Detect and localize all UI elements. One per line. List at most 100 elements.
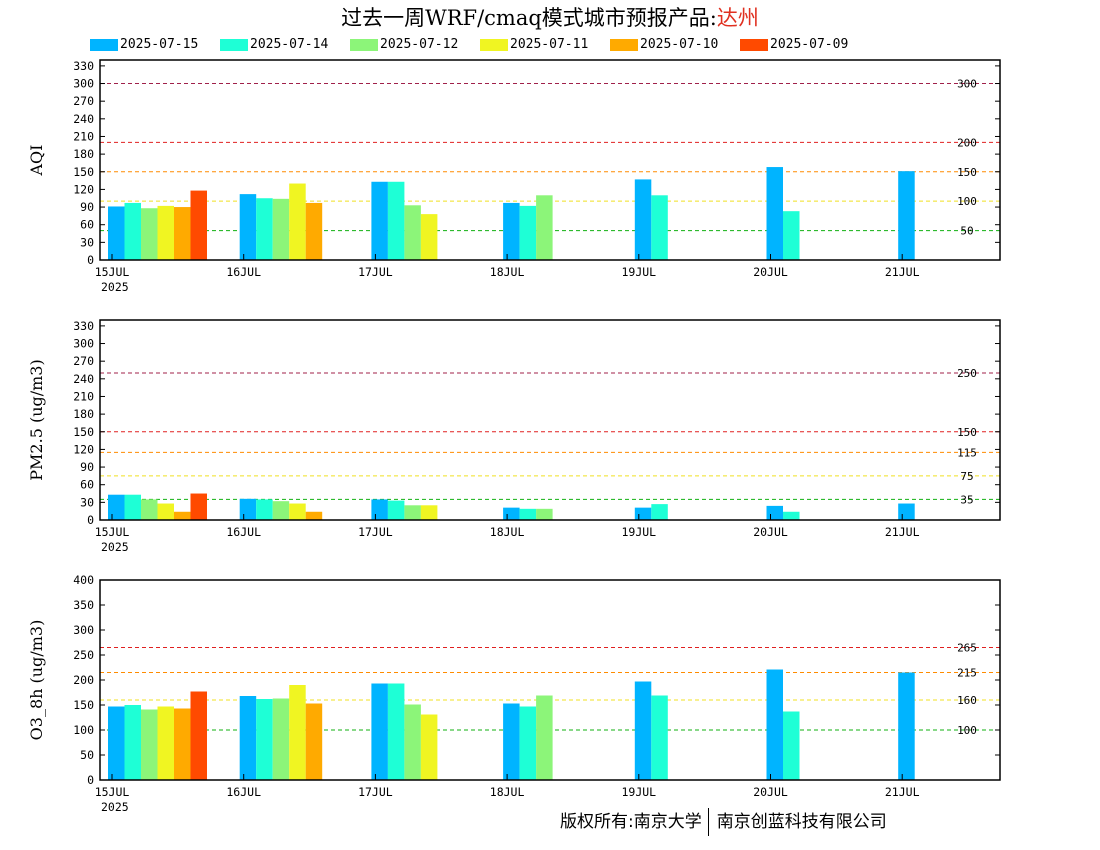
bar (503, 507, 520, 520)
y-tick-label: 350 (73, 598, 94, 612)
y-tick-label: 210 (73, 389, 94, 403)
bar (108, 706, 125, 780)
bar (305, 511, 323, 520)
x-tick-label: 16JUL (226, 265, 261, 279)
bar (536, 195, 553, 260)
y-tick-label: 180 (73, 407, 94, 421)
x-year-label: 2025 (101, 800, 129, 814)
copyright-left: 版权所有:南京大学 (560, 812, 702, 832)
y-tick-label: 30 (80, 235, 94, 249)
bar (239, 696, 257, 780)
bar (766, 505, 783, 520)
x-year-label: 2025 (101, 280, 129, 294)
y-tick-label: 150 (73, 425, 94, 439)
threshold-label: 35 (960, 493, 973, 506)
chart-title-prefix: 过去一周WRF/cmaq模式城市预报产品: (341, 6, 717, 30)
y-tick-label: 150 (73, 698, 94, 712)
bar (519, 205, 537, 260)
bar (387, 500, 405, 520)
legend-swatch (740, 39, 768, 51)
threshold-label: 150 (957, 166, 977, 179)
y-tick-label: 250 (73, 648, 94, 662)
y-axis-label: O3_8h (ug/m3) (27, 620, 46, 741)
bar (108, 206, 125, 260)
bar (766, 669, 783, 780)
y-tick-label: 330 (73, 59, 94, 73)
y-tick-label: 240 (73, 372, 94, 386)
legend-label: 2025-07-14 (250, 37, 329, 52)
chart-title-city: 达州 (716, 6, 759, 30)
bar (174, 708, 191, 780)
x-tick-label: 20JUL (753, 525, 788, 539)
y-tick-label: 90 (80, 460, 94, 474)
bar (371, 683, 388, 780)
threshold-label: 215 (957, 667, 977, 680)
y-tick-label: 50 (80, 748, 94, 762)
bar (141, 208, 158, 260)
legend-label: 2025-07-09 (770, 37, 849, 52)
x-tick-label: 18JUL (490, 265, 525, 279)
bar (651, 195, 668, 260)
y-tick-label: 150 (73, 165, 94, 179)
chart-panel: 265 215 160 100 0 50 100 150 200 250 300 350 400 15JU… (27, 573, 1001, 814)
bar (256, 499, 273, 520)
bar (420, 714, 438, 780)
y-tick-label: 0 (87, 513, 94, 527)
bar (519, 508, 537, 520)
bar (404, 704, 421, 780)
bar (536, 508, 553, 520)
bar (420, 214, 438, 260)
x-tick-label: 18JUL (490, 525, 525, 539)
bar (174, 511, 191, 520)
legend-swatch (90, 39, 118, 51)
copyright-right: 南京创蓝科技有限公司 (716, 812, 887, 832)
legend-swatch (610, 39, 638, 51)
x-tick-label: 20JUL (753, 785, 788, 799)
chart-panel: 250 150 115 75 35 0 30 60 90 120 150 180 210 240 270 30… (27, 319, 1001, 554)
y-tick-label: 120 (73, 442, 94, 456)
y-tick-label: 0 (87, 773, 94, 787)
bar (898, 503, 915, 520)
bar (190, 691, 207, 780)
y-tick-label: 300 (73, 623, 94, 637)
x-tick-label: 19JUL (621, 785, 656, 799)
y-tick-label: 60 (80, 218, 94, 232)
bar (239, 498, 257, 520)
y-tick-label: 300 (73, 77, 94, 91)
x-tick-label: 15JUL (95, 785, 130, 799)
bar (651, 504, 668, 520)
x-year-label: 2025 (101, 540, 129, 554)
bar (783, 211, 800, 260)
bar (783, 711, 800, 780)
y-tick-label: 300 (73, 337, 94, 351)
bar (387, 683, 405, 780)
bar (256, 198, 273, 260)
bar (108, 494, 125, 520)
bar (124, 705, 141, 780)
bar (387, 181, 405, 260)
legend-swatch (480, 39, 508, 51)
threshold-label: 250 (957, 367, 977, 380)
threshold-label: 160 (957, 694, 977, 707)
y-tick-label: 120 (73, 182, 94, 196)
x-tick-label: 17JUL (358, 525, 393, 539)
bar (766, 167, 783, 260)
bar (272, 198, 290, 260)
y-tick-label: 90 (80, 200, 94, 214)
bar (420, 505, 438, 520)
y-tick-label: 60 (80, 478, 94, 492)
y-tick-label: 30 (80, 495, 94, 509)
bar (898, 171, 915, 260)
y-tick-label: 0 (87, 253, 94, 267)
x-tick-label: 18JUL (490, 785, 525, 799)
bar (371, 181, 388, 260)
legend-label: 2025-07-10 (640, 37, 719, 52)
legend-label: 2025-07-12 (380, 37, 459, 52)
bar (124, 202, 141, 260)
threshold-label: 50 (960, 225, 973, 238)
x-tick-label: 21JUL (885, 265, 920, 279)
threshold-label: 100 (957, 724, 977, 737)
bar (634, 179, 652, 260)
bar (536, 695, 553, 780)
